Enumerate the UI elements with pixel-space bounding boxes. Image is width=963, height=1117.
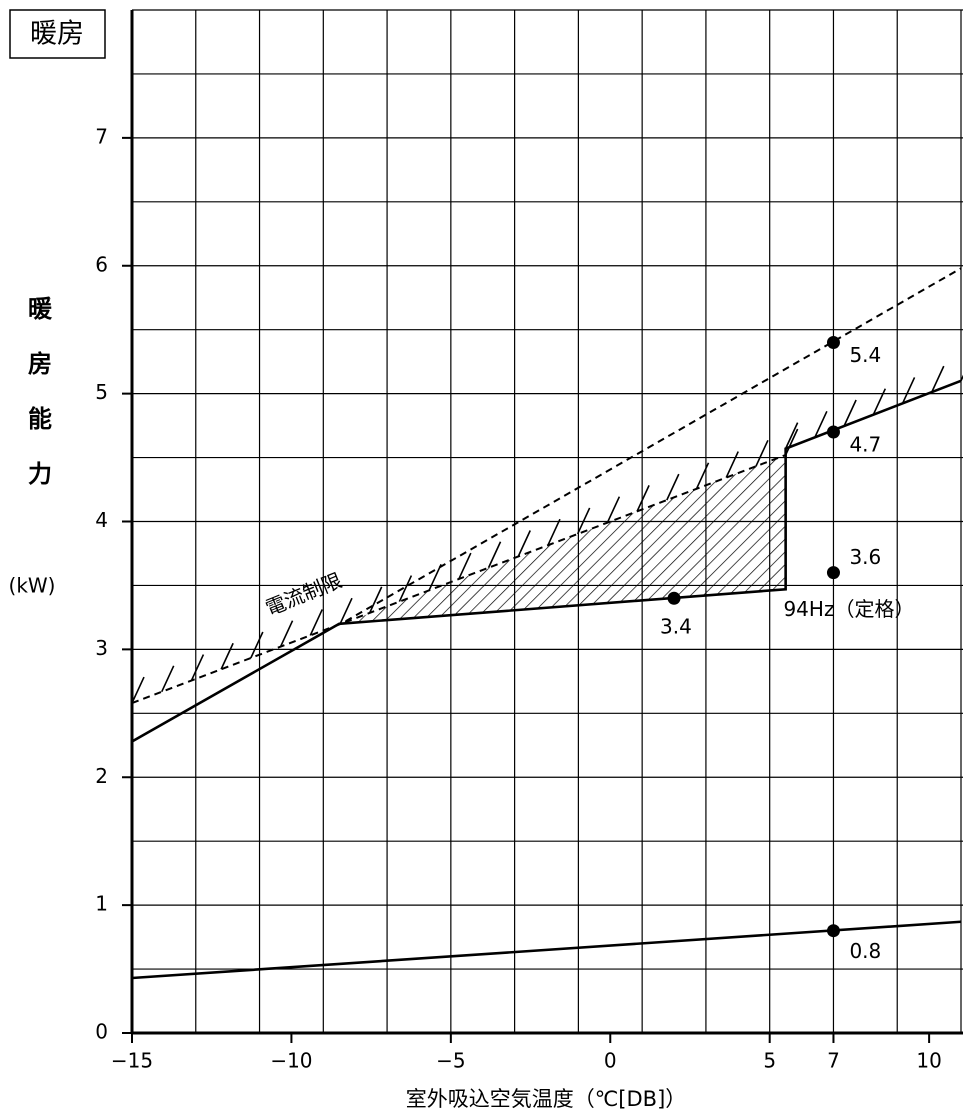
limit-hatch [458,552,472,580]
limit-hatch [279,620,294,648]
point-label: 3.4 [660,615,692,639]
line [131,454,786,705]
y-tick-label: 6 [95,252,108,276]
limit-hatch [695,462,710,490]
y-unit: (kW) [9,574,56,598]
limit-hatch [309,609,323,636]
limit-hatch [636,485,650,512]
limit-hatch [547,518,561,546]
line [131,920,962,980]
limit-hatch [784,422,799,449]
limit-hatch [220,642,234,670]
limit-hatch [250,631,264,659]
limit-label: 電流制限 [262,568,345,620]
x-tick-label: 5 [763,1049,776,1073]
point [826,924,840,938]
point-label: 5.4 [849,343,881,367]
limit-hatch [755,439,769,467]
x-tick-label: 7 [827,1049,840,1073]
limit-hatch [606,496,621,523]
point-label: 3.6 [849,545,881,569]
rated-label: 94Hz（定格） [783,597,914,621]
point [826,335,840,349]
x-tick-label: 0 [604,1049,617,1073]
limit-hatch [339,597,353,625]
limit-hatch [517,530,531,557]
chart-title: 暖房 [30,19,84,50]
limit-hatch [814,410,828,438]
y-tick-label: 0 [95,1020,108,1044]
limit-hatch [901,377,916,404]
y-tick-label: 3 [95,636,108,660]
limit-hatch [666,473,680,501]
y-tick-label: 1 [95,892,108,916]
limit-hatch [725,451,739,478]
x-tick-label: −15 [111,1049,153,1073]
limit-hatch [843,399,857,427]
limit-hatch [368,586,383,614]
y-label: 力 [28,460,52,488]
y-label: 能 [28,405,52,433]
point [667,591,681,605]
limit-hatch [160,665,175,693]
x-label: 室外吸込空気温度（℃[DB]） [406,1087,687,1111]
line [345,267,962,623]
point-label: 0.8 [849,939,881,963]
x-tick-label: −10 [270,1049,312,1073]
x-tick-label: −5 [436,1049,465,1073]
y-tick-label: 5 [95,380,108,404]
limit-hatch [931,365,945,393]
limit-hatch [398,575,413,602]
point [826,566,840,580]
point [826,425,840,439]
limit-hatch [428,563,442,591]
limit-hatch [872,388,887,416]
x-tick-label: 10 [916,1049,941,1073]
limit-hatch [576,507,591,535]
y-label: 暖 [28,295,53,323]
point-label: 4.7 [849,432,881,456]
title-box [9,9,106,59]
limit-hatch [784,428,799,456]
y-tick-label: 4 [95,508,108,532]
y-tick-label: 2 [95,764,108,788]
limit-hatch [131,676,145,704]
y-tick-label: 7 [95,124,108,148]
y-label: 房 [28,350,52,378]
limit-hatch [190,654,205,681]
limit-hatch [487,541,502,569]
